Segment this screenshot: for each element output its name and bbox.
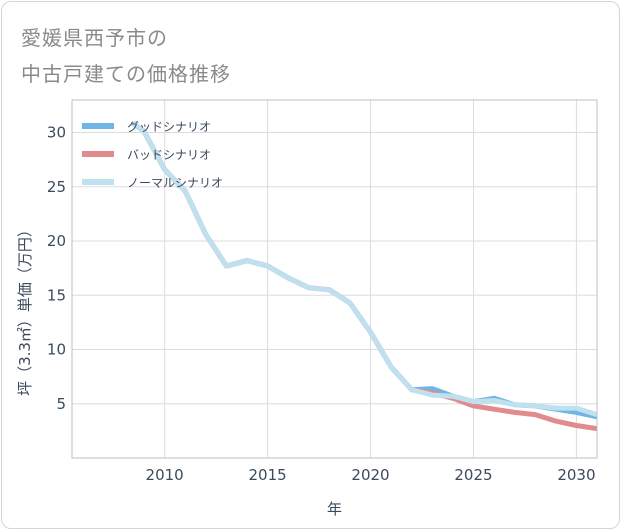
series-line-2: [131, 121, 597, 418]
series-line-0: [131, 121, 597, 420]
x-tick-label: 2025: [454, 466, 492, 484]
x-axis-label: 年: [327, 500, 342, 518]
chart-title-line1: 愛媛県西予市の: [21, 26, 168, 50]
y-tick-label: 15: [47, 286, 66, 304]
y-tick-label: 30: [47, 124, 66, 142]
y-tick-label: 20: [47, 232, 66, 250]
plot-frame: [71, 99, 598, 459]
series-line-1: [131, 121, 597, 432]
y-tick-label: 5: [56, 395, 66, 413]
x-tick-label: 2020: [351, 466, 389, 484]
axes: [71, 99, 598, 459]
x-tick-label: 2010: [146, 466, 184, 484]
legend-label-1: バッドシナリオ: [127, 148, 211, 162]
y-tick-label: 10: [47, 341, 66, 359]
series-lines: [131, 121, 597, 432]
x-tick-label: 2015: [248, 466, 286, 484]
y-tick-label: 25: [47, 178, 66, 196]
legend-label-2: ノーマルシナリオ: [127, 176, 223, 190]
chart-title-line2: 中古戸建ての価格推移: [21, 62, 231, 86]
y-axis-label: 坪（3.3㎡）単価（万円）: [16, 222, 34, 396]
x-tick-label: 2030: [557, 466, 595, 484]
legend-label-0: グッドシナリオ: [127, 120, 211, 134]
